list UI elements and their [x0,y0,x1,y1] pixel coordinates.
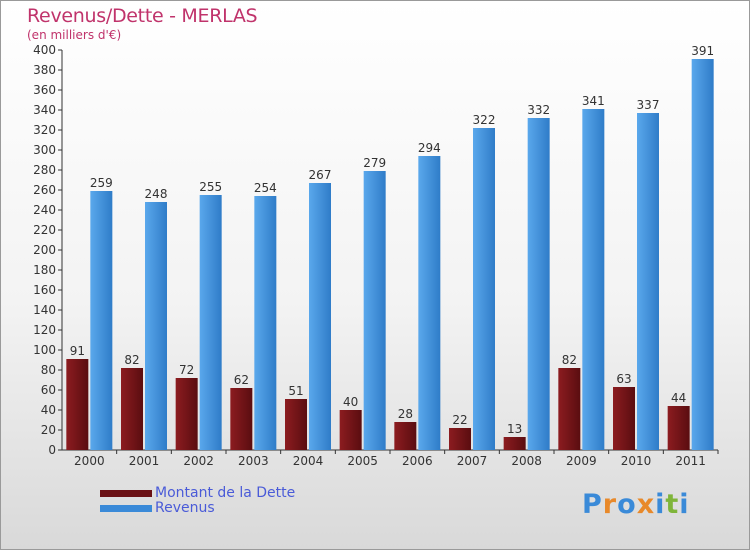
data-label-debt: 13 [507,422,522,436]
bar-revenue [90,191,113,450]
data-label-debt: 62 [234,373,249,387]
y-tick-label: 80 [41,363,56,377]
bar-revenue [582,109,605,450]
bar-revenue [363,171,386,450]
y-tick-label: 320 [33,123,56,137]
x-tick-label: 2002 [183,454,214,468]
y-tick-label: 220 [33,223,56,237]
data-label-debt: 40 [343,395,358,409]
bar-debt [503,437,526,450]
y-tick-label: 140 [33,303,56,317]
y-tick-label: 200 [33,243,56,257]
bar-revenue [145,202,167,450]
data-label-revenue: 341 [582,94,605,108]
y-tick-label: 160 [33,283,56,297]
y-tick-label: 400 [33,43,56,57]
y-tick-label: 20 [41,423,56,437]
bar-debt [339,410,362,450]
y-tick-label: 240 [33,203,56,217]
data-label-revenue: 259 [90,176,113,190]
bar-revenue [418,156,441,450]
data-label-debt: 63 [616,372,631,386]
data-label-debt: 72 [179,363,194,377]
x-tick-label: 2008 [511,454,542,468]
data-label-debt: 91 [70,344,85,358]
logo-letter: t [665,489,680,520]
axes: 0 20 40 60 80 100 120 140 160 180 200 220 240 260 280 3… [33,43,719,468]
x-tick-label: 2004 [293,454,324,468]
legend-swatch-revenue [100,505,152,512]
legend-label-revenue: Revenus [155,500,215,516]
data-labels-group: 91 82 72 62 51 40 28 22 13 82 63 44 259 248 255 254 267 2… [70,44,714,436]
x-tick-label: 2009 [566,454,597,468]
bar-debt [121,368,143,450]
data-label-revenue: 255 [199,180,222,194]
x-tick-label: 2000 [74,454,105,468]
data-label-revenue: 267 [309,168,332,182]
y-tick-label: 60 [41,383,56,397]
data-label-revenue: 332 [527,103,550,117]
y-tick-label: 300 [33,143,56,157]
y-tick-label: 120 [33,323,56,337]
bar-debt [175,378,198,450]
y-tick-label: 360 [33,83,56,97]
y-tick-label: 340 [33,103,56,117]
chart-subtitle: (en milliers d'€) [27,28,122,42]
data-label-revenue: 248 [145,187,168,201]
legend-label-debt: Montant de la Dette [155,485,296,501]
bar-revenue [637,113,659,450]
bars-group [66,59,714,450]
data-label-revenue: 279 [363,156,386,170]
logo-letter: x [636,489,656,520]
logo-letter: i [679,489,690,520]
data-label-debt: 82 [562,353,577,367]
chart-title: Revenus/Dette - MERLAS [27,5,258,27]
y-tick-label: 180 [33,263,56,277]
data-label-revenue: 391 [691,44,714,58]
data-label-revenue: 322 [473,113,496,127]
y-tick-label: 260 [33,183,56,197]
bar-revenue [254,196,277,450]
y-tick-label: 40 [41,403,56,417]
proxiti-logo: Proxiti [582,489,690,520]
x-tick-label: 2010 [621,454,652,468]
data-label-revenue: 337 [637,98,660,112]
y-tick-label: 0 [48,443,56,457]
logo-letter: r [602,489,618,520]
bar-debt [230,388,253,450]
data-label-debt: 51 [288,384,303,398]
bar-debt [558,368,581,450]
logo-letter: i [655,489,666,520]
logo-letter: o [617,489,637,520]
y-tick-label: 100 [33,343,56,357]
bar-revenue [473,128,495,450]
logo-letter: P [582,489,603,520]
bar-revenue [199,195,222,450]
data-label-revenue: 254 [254,181,277,195]
x-tick-label: 2006 [402,454,433,468]
data-label-debt: 22 [452,413,467,427]
bar-debt [613,387,635,450]
x-tick-label: 2005 [347,454,378,468]
bar-revenue [309,183,331,450]
data-label-debt: 28 [398,407,413,421]
x-tick-label: 2011 [675,454,706,468]
bar-debt [66,359,89,450]
x-tick-label: 2007 [457,454,488,468]
legend-swatch-debt [100,490,152,497]
bar-revenue [691,59,714,450]
y-tick-label: 380 [33,63,56,77]
bar-debt [667,406,690,450]
bar-debt [285,399,307,450]
data-label-debt: 82 [124,353,139,367]
x-tick-label: 2003 [238,454,269,468]
data-label-debt: 44 [671,391,686,405]
bar-debt [449,428,471,450]
x-tick-label: 2001 [129,454,160,468]
y-tick-label: 280 [33,163,56,177]
bar-revenue [527,118,550,450]
bar-debt [394,422,417,450]
data-label-revenue: 294 [418,141,441,155]
